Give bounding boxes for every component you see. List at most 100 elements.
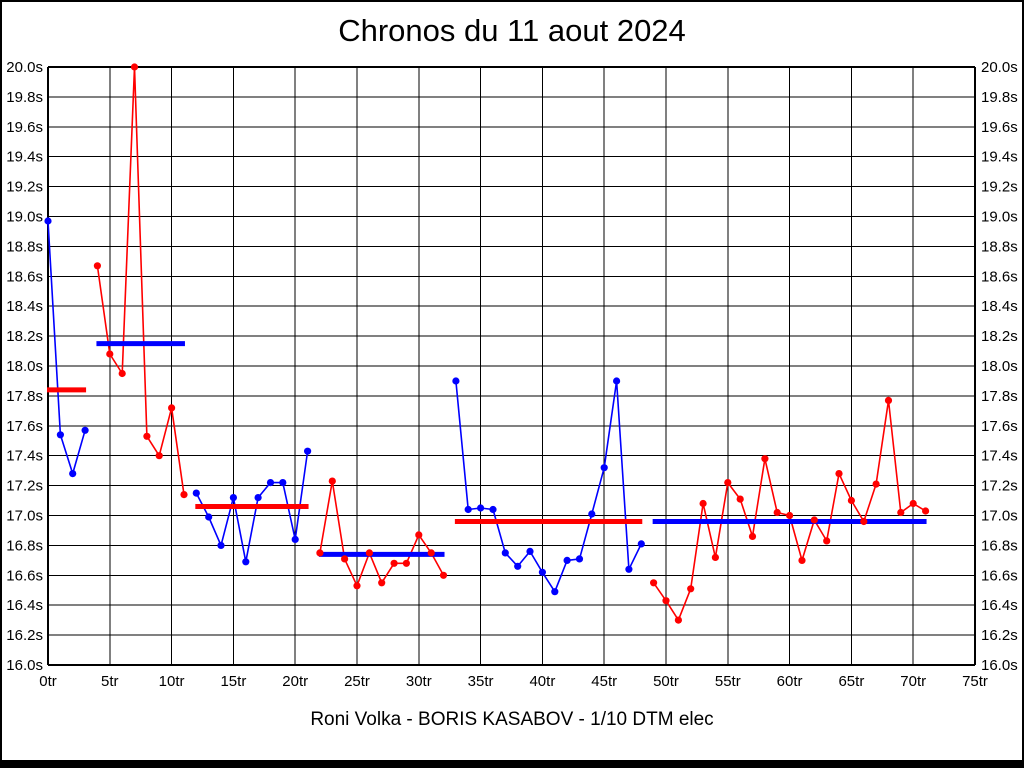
lap-point [452,377,460,385]
y-tick-label-right: 18.6s [981,268,1018,285]
lap-point [69,470,77,478]
x-tick-label: 30tr [406,673,432,690]
lap-point [650,579,658,587]
lap-point [711,553,720,562]
lap-point [130,63,139,71]
lap-point [835,470,843,478]
lap-point [551,588,559,596]
lap-point [847,496,856,505]
lap-point [884,396,893,404]
x-tick-label: 35tr [468,673,494,690]
lap-point [464,505,472,514]
x-tick-label: 60tr [777,673,803,690]
y-tick-label-right: 20.0s [981,59,1018,76]
lap-point [798,556,806,565]
lap-point [724,479,732,487]
lap-point [909,499,917,508]
x-tick-label: 20tr [282,673,308,690]
lap-point [514,562,522,570]
lap-point [304,447,312,455]
y-tick-label-left: 17.0s [6,508,43,525]
stint-1-line [47,220,86,475]
y-tick-label-right: 18.4s [981,298,1018,315]
x-tick-label: 10tr [159,673,185,690]
lap-point [378,579,386,587]
y-tick-label-right: 19.6s [981,119,1018,136]
y-tick-label-right: 17.0s [981,508,1018,525]
lap-point [217,541,225,550]
lap-point [748,532,757,541]
lap-point [341,555,349,563]
y-tick-label-right: 19.2s [981,179,1018,196]
y-tick-label-left: 17.4s [6,448,43,465]
y-tick-label-right: 17.8s [981,388,1018,405]
lap-point [44,217,52,225]
y-tick-label-left: 16.6s [6,567,43,584]
x-tick-label: 65tr [838,673,864,690]
lap-point [922,507,930,515]
y-tick-label-left: 19.0s [6,209,43,226]
chart-footer: Roni Volka - BORIS KASABOV - 1/10 DTM el… [310,709,714,730]
y-tick-label-right: 19.0s [981,209,1018,226]
lap-point [118,369,126,378]
lap-point [439,571,448,579]
x-tick-label: 70tr [900,673,926,690]
lap-point [192,489,200,497]
y-tick-label-left: 18.8s [6,238,43,255]
lap-point [526,547,534,556]
y-tick-label-left: 16.8s [6,537,43,554]
lap-point [365,549,373,557]
lap-point [353,582,361,590]
lap-point [897,508,905,517]
lap-point [736,495,744,503]
x-tick-label: 75tr [962,673,988,690]
lap-point [600,464,608,472]
y-tick-label-left: 18.0s [6,358,43,375]
y-tick-label-left: 19.8s [6,89,43,106]
x-tick-label: 25tr [344,673,370,690]
y-tick-label-right: 18.2s [981,328,1018,345]
lap-point [402,559,410,567]
y-tick-label-right: 16.6s [981,567,1018,584]
stint-3-line [195,451,309,563]
x-tick-label: 15tr [220,673,246,690]
lap-point [687,585,695,593]
x-tick-label: 0tr [39,673,57,690]
lap-point [291,535,299,544]
lap-point [106,350,114,358]
y-tick-label-left: 20.0s [6,59,43,76]
y-tick-label-left: 17.8s [6,388,43,405]
lap-point [625,565,633,573]
lap-point [823,537,831,545]
lap-point [810,516,818,524]
lap-point [613,377,621,385]
lap-point [81,426,89,434]
y-tick-label-right: 17.4s [981,448,1018,465]
lap-point [538,568,547,576]
lap-point [168,404,176,412]
stint-5-line [455,380,643,593]
lap-point [699,499,707,508]
lap-point [662,597,670,605]
lap-point [390,559,398,567]
y-tick-label-right: 17.6s [981,418,1018,435]
lap-point [143,432,151,440]
lap-point [415,531,423,539]
lap-point [674,616,683,624]
y-tick-label-left: 18.2s [6,328,43,345]
lap-point [761,455,769,463]
lap-point [266,479,275,487]
lap-point [427,549,435,557]
lap-point [242,558,250,566]
lap-point [316,549,324,557]
chart-title: Chronos du 11 aout 2024 [338,13,686,48]
lap-point [279,479,287,487]
y-tick-label-left: 19.2s [6,179,43,196]
lap-point [180,491,188,499]
y-tick-label-left: 16.2s [6,627,43,644]
y-tick-label-right: 16.2s [981,627,1018,644]
y-tick-label-left: 16.4s [6,597,43,614]
lap-point [786,511,794,520]
